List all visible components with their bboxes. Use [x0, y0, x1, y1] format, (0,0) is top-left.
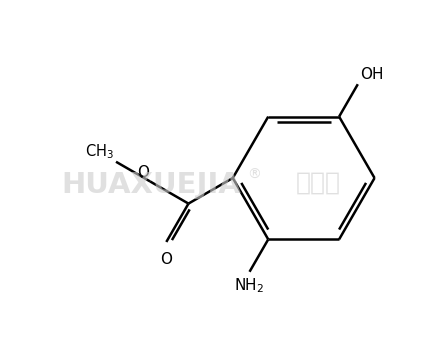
Text: 化学加: 化学加 [296, 171, 341, 195]
Text: O: O [160, 252, 172, 267]
Text: O: O [137, 166, 149, 180]
Text: OH: OH [360, 67, 383, 82]
Text: NH$_2$: NH$_2$ [235, 277, 264, 295]
Text: HUAXUEJIA: HUAXUEJIA [61, 171, 241, 199]
Text: CH$_3$: CH$_3$ [85, 142, 114, 161]
Text: ®: ® [248, 168, 261, 182]
